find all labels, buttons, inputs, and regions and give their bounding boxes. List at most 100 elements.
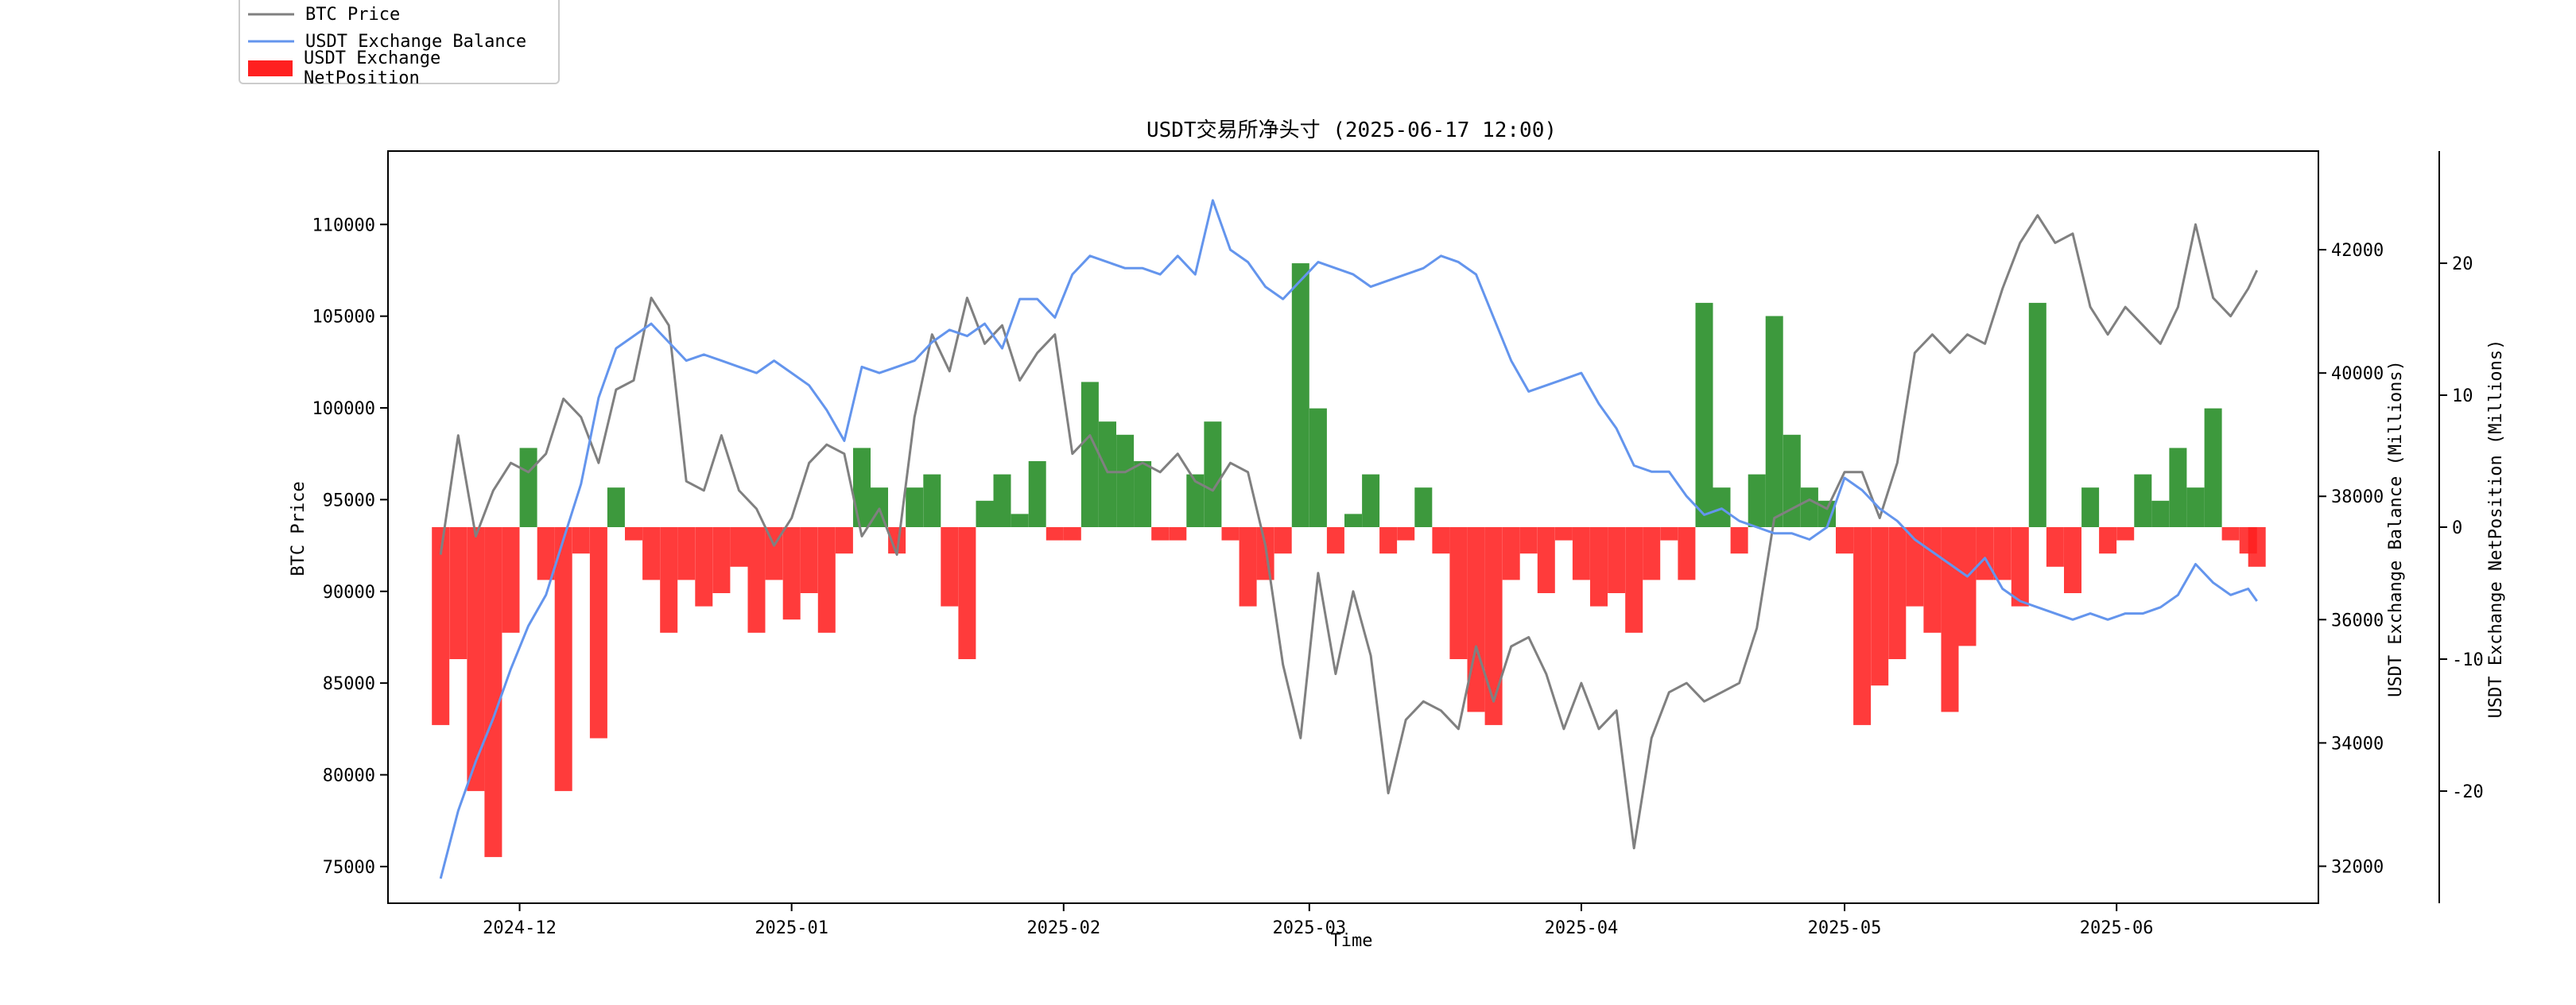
netposition-bar xyxy=(1800,487,1818,527)
y-right-balance-tick-label: 36000 xyxy=(2331,611,2384,631)
netposition-bars xyxy=(432,263,2266,857)
y-right-balance-tick-label: 42000 xyxy=(2331,241,2384,261)
netposition-bar xyxy=(537,527,555,580)
netposition-bar xyxy=(1502,527,1520,580)
netposition-bar xyxy=(1432,527,1450,554)
x-tick-label: 2024-12 xyxy=(483,918,557,938)
legend-line-swatch xyxy=(248,40,294,43)
legend-label: USDT Exchange Balance xyxy=(305,31,527,52)
netposition-bar xyxy=(572,527,590,554)
netposition-bar xyxy=(1186,474,1205,527)
y-right-balance-tick-label: 34000 xyxy=(2331,734,2384,754)
x-tick-label: 2025-03 xyxy=(1272,918,1346,938)
netposition-bar xyxy=(1783,434,1801,527)
netposition-bar xyxy=(1976,527,1994,580)
netposition-bar xyxy=(1046,527,1064,541)
y-left-tick-label: 85000 xyxy=(323,674,375,694)
y-left-tick-label: 80000 xyxy=(323,766,375,786)
netposition-bar xyxy=(1080,382,1099,527)
netposition-bar xyxy=(1678,527,1696,580)
netposition-bar xyxy=(1397,527,1415,541)
netposition-bar xyxy=(1643,527,1661,580)
netposition-bar xyxy=(642,527,661,580)
netposition-bar xyxy=(906,487,924,527)
netposition-bar xyxy=(853,448,871,527)
netposition-bar xyxy=(2248,527,2266,567)
y-left-tick-label: 105000 xyxy=(312,308,375,328)
y-right-netposition-tick-label: -20 xyxy=(2452,782,2484,802)
netposition-bar xyxy=(941,527,959,607)
netposition-bar xyxy=(2169,448,2187,527)
y-axis-label-right-balance: USDT Exchange Balance (Millions) xyxy=(2386,360,2406,697)
netposition-bar xyxy=(1625,527,1643,633)
netposition-bar xyxy=(1608,527,1626,593)
netposition-bar xyxy=(1590,527,1608,607)
netposition-bar xyxy=(1414,487,1433,527)
y-right-netposition-tick-label: -10 xyxy=(2452,650,2484,670)
y-right-netposition-tick-label: 0 xyxy=(2452,518,2462,538)
netposition-bar xyxy=(976,500,994,527)
netposition-bar xyxy=(1169,527,1187,541)
chart-title: USDT交易所净头寸 (2025-06-17 12:00) xyxy=(1146,118,1557,142)
netposition-bar xyxy=(502,527,520,633)
netposition-bar xyxy=(1028,461,1046,527)
netposition-bar xyxy=(554,527,572,791)
netposition-bar xyxy=(2221,527,2240,541)
legend: BTC Price USDT Exchange Balance USDT Exc… xyxy=(239,0,560,88)
y-left-tick-label: 90000 xyxy=(323,583,375,603)
plot-frame xyxy=(387,150,2319,904)
netposition-bar xyxy=(782,527,801,620)
netposition-bar xyxy=(625,527,642,541)
y-axis-label-right-netposition: USDT Exchange NetPosition (Millions) xyxy=(2486,340,2506,719)
netposition-bar xyxy=(589,527,607,739)
netposition-bar xyxy=(1660,527,1678,541)
netposition-bar xyxy=(993,474,1011,527)
y-right-balance-tick-label: 38000 xyxy=(2331,487,2384,507)
netposition-bar xyxy=(1344,514,1362,527)
netposition-bar xyxy=(1221,527,1240,541)
netposition-bar xyxy=(712,527,731,593)
netposition-bar xyxy=(677,527,696,580)
netposition-bar xyxy=(1204,421,1222,527)
netposition-bar xyxy=(1537,527,1555,593)
netposition-bar xyxy=(817,527,836,633)
btc-price-line xyxy=(439,214,2259,850)
usdt-balance-line xyxy=(439,199,2258,879)
netposition-bar xyxy=(467,527,485,791)
netposition-bar xyxy=(1011,514,1029,527)
netposition-bar xyxy=(519,448,537,527)
netposition-bar xyxy=(1449,527,1468,659)
netposition-bar xyxy=(730,527,748,567)
netposition-bar xyxy=(1379,527,1398,554)
netposition-bar xyxy=(1309,408,1327,527)
legend-item-btc-price: BTC Price xyxy=(248,2,400,27)
netposition-bar xyxy=(2046,527,2064,567)
legend-bar-swatch xyxy=(248,60,293,76)
netposition-bar xyxy=(2116,527,2135,541)
y-right-balance-tick-label: 40000 xyxy=(2331,364,2384,384)
netposition-bar xyxy=(1274,527,1292,554)
netposition-bar xyxy=(1134,461,1152,527)
netposition-bar xyxy=(1853,527,1872,725)
netposition-bar xyxy=(2081,487,2100,527)
netposition-bar xyxy=(1888,527,1907,659)
netposition-bar xyxy=(1467,527,1485,712)
legend-line-swatch xyxy=(248,13,294,16)
netposition-bar xyxy=(871,487,888,527)
netposition-bar xyxy=(2186,487,2205,527)
y-right-netposition-tick-label: 20 xyxy=(2452,254,2473,274)
netposition-bar xyxy=(2099,527,2117,554)
netposition-bar xyxy=(1713,487,1731,527)
netposition-bar xyxy=(1695,302,1713,527)
x-tick-label: 2025-05 xyxy=(1808,918,1882,938)
netposition-bar xyxy=(695,527,713,607)
netposition-bar xyxy=(958,527,976,659)
netposition-bar xyxy=(1326,527,1344,554)
y-right-netposition-tick-label: 10 xyxy=(2452,386,2473,406)
y-axis-label-left: BTC Price xyxy=(289,481,308,576)
netposition-bar xyxy=(432,527,450,725)
x-tick-label: 2025-02 xyxy=(1026,918,1100,938)
netposition-bar xyxy=(2028,302,2046,527)
netposition-bar xyxy=(660,527,678,633)
